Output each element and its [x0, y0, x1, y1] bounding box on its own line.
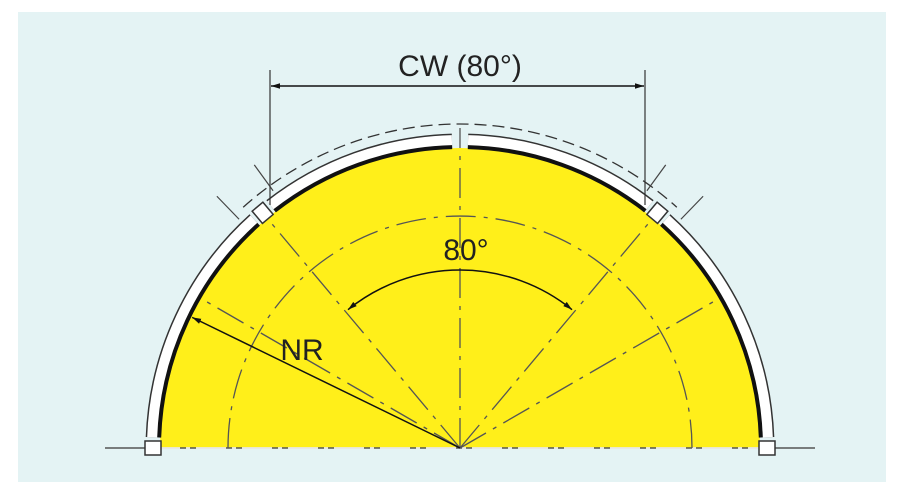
edge-tick	[216, 195, 240, 220]
shell-inner-line	[660, 222, 763, 438]
center-line	[459, 297, 721, 449]
center-line	[199, 297, 461, 449]
gap-block	[758, 440, 776, 456]
center-line	[266, 217, 461, 449]
gap-block	[144, 440, 162, 456]
dashed-arc	[242, 123, 678, 208]
gap-block	[251, 201, 275, 225]
radius-arrow	[191, 316, 461, 449]
inner-circle	[227, 215, 693, 449]
shell-inner-line	[467, 145, 647, 213]
angle-label: 80°	[443, 234, 488, 267]
shell-band-fill	[147, 215, 259, 438]
gap-block	[645, 201, 669, 225]
nr-label: NR	[280, 334, 323, 367]
edge-tick	[646, 164, 667, 192]
shell-band-fill	[267, 135, 453, 211]
shell-inner-line	[157, 222, 260, 438]
shell-band-fill	[661, 215, 773, 438]
shell-band-fill	[467, 135, 653, 211]
edge-tick	[680, 195, 704, 220]
cw-label: CW (80°)	[398, 50, 522, 83]
angle-arc	[347, 269, 573, 311]
center-line	[459, 217, 654, 449]
shell-inner-line	[273, 145, 453, 213]
